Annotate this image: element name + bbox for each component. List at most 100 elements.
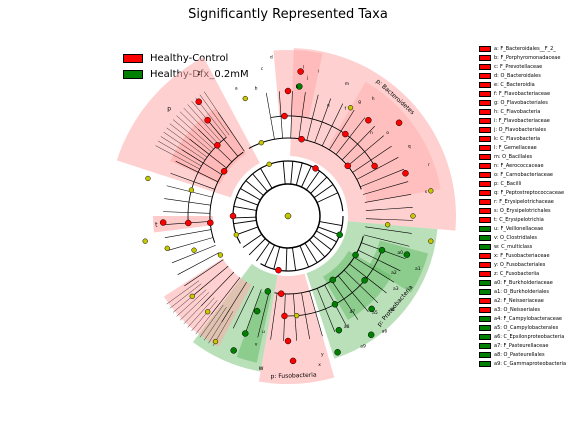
tree-branch xyxy=(319,221,343,226)
taxa-key-item: k: C_Flavobacteria xyxy=(479,134,576,143)
clade-label-fusobacteria: p: Fusobacteria xyxy=(270,372,317,381)
clade-label-z: z xyxy=(197,70,200,77)
tree-leaf-branch xyxy=(170,172,215,190)
taxa-key-label: d: O_Bacteroidales xyxy=(494,72,541,79)
node-enriched-control xyxy=(277,290,285,297)
taxa-key-item: a9: C_Gammaproteobacteria xyxy=(479,359,576,368)
taxa-key-swatch xyxy=(479,216,491,223)
tree-branch xyxy=(312,235,332,251)
clade-label-small: g xyxy=(358,100,361,105)
taxa-key-item: h: C_Flavobacteria xyxy=(479,107,576,116)
tree-leaf-branch xyxy=(343,269,379,304)
taxa-key-label: a2: F_Neisseriaceae xyxy=(494,297,544,304)
legend-label-control: Healthy-Control xyxy=(150,52,229,64)
node-unchanged xyxy=(428,238,434,244)
tree-leaf-branch xyxy=(347,135,384,167)
clade-label-small: f xyxy=(344,106,346,112)
taxa-key-swatch xyxy=(479,279,491,286)
tree-leaf-branch xyxy=(329,109,355,151)
node-unchanged xyxy=(294,312,300,319)
node-enriched-dfx xyxy=(335,326,343,334)
node-unchanged xyxy=(410,213,416,219)
node-enriched-control xyxy=(371,162,378,170)
tree-leaf-branch xyxy=(335,117,366,155)
node-enriched-dfx xyxy=(403,251,411,258)
tree-leaf-branch xyxy=(365,218,413,221)
tree-branch xyxy=(304,242,318,263)
tree-leaf-branch xyxy=(257,291,270,338)
tree-branch xyxy=(292,247,297,271)
tree-leaf-branch xyxy=(232,285,255,329)
taxa-key-label: a0: F_Burkholderiaceae xyxy=(494,279,553,286)
taxa-key-swatch xyxy=(479,288,491,295)
taxa-key-swatch xyxy=(479,162,491,169)
highlight-veillonellaceae xyxy=(236,291,272,363)
node-enriched-dfx xyxy=(378,246,386,254)
node-unchanged xyxy=(347,105,354,111)
taxa-key-item: a2: F_Neisseriaceae xyxy=(479,296,576,305)
taxa-key-item: w: C_multiclass xyxy=(479,242,576,251)
taxa-key-swatch xyxy=(479,324,491,331)
taxa-key-swatch xyxy=(479,270,491,277)
tree-leaf-branch xyxy=(160,136,204,164)
tree-leaf-branch xyxy=(357,249,401,272)
tree-leaf-branch xyxy=(187,104,222,142)
node-enriched-dfx xyxy=(367,331,375,339)
tree-branch xyxy=(313,184,334,199)
tree-leaf-branch xyxy=(316,288,336,333)
node-enriched-control xyxy=(297,68,304,75)
taxa-key-label: q: F_Peptostreptococcaceae xyxy=(494,189,565,196)
tree-leaf-branch xyxy=(314,98,332,143)
tree-leaf-branch xyxy=(362,181,409,195)
taxa-key-swatch xyxy=(479,198,491,205)
taxa-key-swatch xyxy=(479,189,491,196)
tree-branch xyxy=(282,161,286,185)
node-enriched-dfx xyxy=(352,251,359,259)
tree-branch xyxy=(245,180,264,196)
taxa-key-label: o: F_Carnobacteriaceae xyxy=(494,171,553,178)
taxa-key-swatch xyxy=(479,351,491,358)
taxa-key-label: a1: O_Burkholderiales xyxy=(494,288,549,295)
clade-label-small: u xyxy=(262,330,265,335)
node-enriched-dfx xyxy=(253,307,261,315)
tree-leaf-branch xyxy=(163,131,206,161)
tree-leaf-branch xyxy=(309,290,323,337)
tree-leaf-branch xyxy=(331,280,359,320)
tree-leaf-branch xyxy=(172,286,204,313)
node-enriched-dfx xyxy=(230,347,237,354)
tree-branch xyxy=(273,246,281,270)
node-enriched-control xyxy=(184,219,192,227)
clade-label-small: s xyxy=(425,190,428,195)
clade-label-small: q xyxy=(408,145,411,150)
tree-leaf-branch xyxy=(290,91,293,139)
taxa-key-item: b: F_Porphyromonadaceae xyxy=(479,53,576,62)
tree-leaf-branch xyxy=(278,91,283,139)
node-enriched-dfx xyxy=(334,349,341,356)
node-enriched-control xyxy=(284,337,292,345)
tree-leaf-branch xyxy=(203,307,227,341)
tree-branch xyxy=(299,245,310,268)
clade-label-small: e xyxy=(327,104,330,109)
taxa-key-label: l: F_Gemellaceae xyxy=(494,144,537,151)
taxa-key-label: a8: O_Pasteurellales xyxy=(494,351,545,358)
taxa-key-item: a7: F_Pasteurellaceae xyxy=(479,341,576,350)
taxa-key-label: w: C_multiclass xyxy=(494,243,533,250)
taxa-key-item: c: F_Prevotellaceae xyxy=(479,62,576,71)
tree-leaf-branch xyxy=(171,244,216,264)
tree-ring-class-b xyxy=(274,236,364,295)
node-unchanged xyxy=(384,222,391,228)
taxa-key-swatch xyxy=(479,234,491,241)
taxa-key-item: a4: F_Campylobacteraceae xyxy=(479,314,576,323)
tree-leaf-branch xyxy=(163,211,211,214)
tree-leaf-branch xyxy=(199,304,224,338)
taxa-key-swatch xyxy=(479,180,491,187)
tree-leaf-branch xyxy=(270,293,278,340)
clade-label-small: a6 xyxy=(382,328,388,334)
node-unchanged xyxy=(188,187,195,193)
clade-label-small: a1 xyxy=(415,266,421,272)
node-unchanged xyxy=(217,252,224,258)
taxa-key-label: a7: F_Pasteurellaceae xyxy=(494,342,549,349)
tree-leaf-branch xyxy=(169,283,202,309)
taxa-key-item: m: O_Bacillales xyxy=(479,152,576,161)
tree-leaf-branch xyxy=(155,145,200,170)
